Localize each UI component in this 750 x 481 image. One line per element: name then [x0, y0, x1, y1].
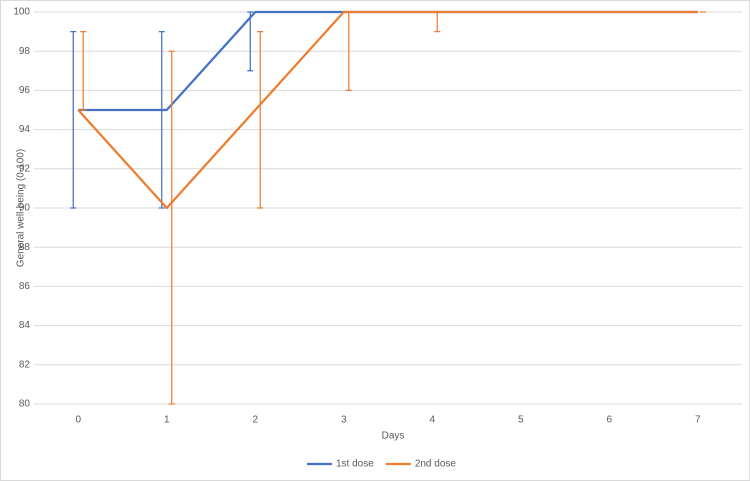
legend-label: 2nd dose — [415, 459, 457, 470]
error-bar — [168, 50, 175, 405]
x-tick-label: 5 — [518, 415, 524, 426]
y-tick-label: 82 — [19, 359, 31, 370]
y-tick-label: 88 — [19, 242, 31, 253]
y-tick-label: 94 — [19, 124, 31, 135]
y-tick-label: 92 — [19, 163, 31, 174]
x-tick-label: 4 — [429, 415, 435, 426]
error-bar — [434, 11, 441, 33]
x-axis-label: Days — [382, 431, 405, 442]
x-tick-label: 3 — [341, 415, 347, 426]
x-tick-label: 7 — [695, 415, 701, 426]
error-bar — [345, 11, 352, 92]
y-tick-label: 96 — [19, 85, 31, 96]
error-bar — [247, 11, 254, 72]
error-bar — [158, 30, 165, 209]
legend-label: 1st dose — [336, 459, 374, 470]
series-line — [77, 10, 698, 210]
x-tick-label: 6 — [606, 415, 612, 426]
error-bar — [80, 30, 87, 111]
error-bar — [257, 30, 264, 209]
y-tick-label: 80 — [19, 399, 31, 410]
y-axis-label: General well-being (0-100) — [16, 149, 27, 267]
x-tick-label: 0 — [75, 415, 81, 426]
y-tick-label: 84 — [19, 320, 31, 331]
error-bar — [70, 30, 77, 209]
y-tick-label: 100 — [13, 7, 30, 18]
y-tick-label: 90 — [19, 203, 31, 214]
x-tick-label: 2 — [252, 415, 258, 426]
y-tick-label: 98 — [19, 46, 31, 57]
x-tick-label: 1 — [164, 415, 170, 426]
y-tick-label: 86 — [19, 281, 31, 292]
